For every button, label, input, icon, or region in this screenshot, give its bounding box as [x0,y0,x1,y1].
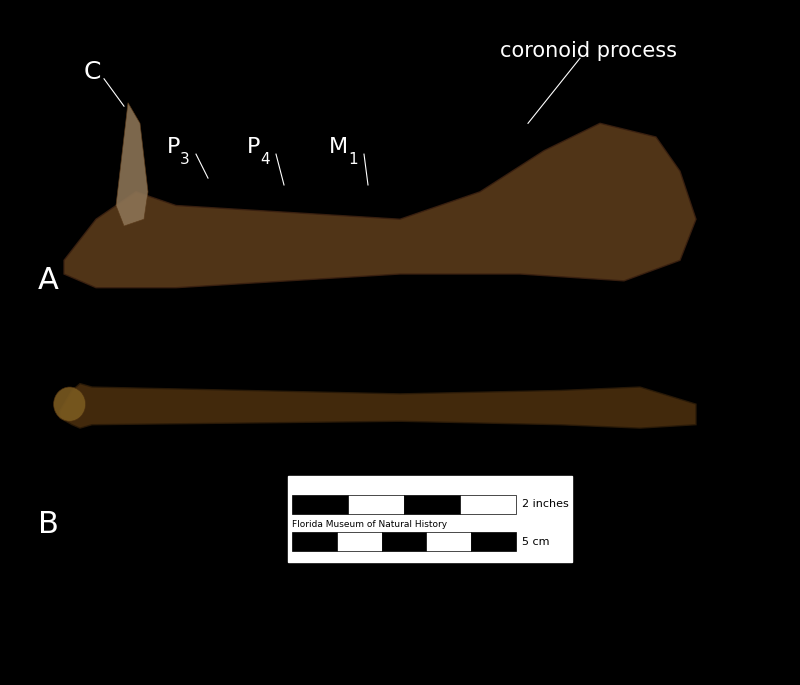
Text: Florida Museum of Natural History: Florida Museum of Natural History [292,520,447,529]
Ellipse shape [54,387,86,421]
Bar [460,495,516,514]
Bar [292,532,337,551]
Text: P: P [246,137,260,158]
Text: C: C [83,60,101,84]
Bar [288,476,572,562]
Polygon shape [60,384,696,428]
Bar [426,532,471,551]
Bar [471,532,516,551]
Bar [337,532,382,551]
Bar [348,495,404,514]
Text: P: P [166,137,180,158]
Text: 5 cm: 5 cm [522,537,550,547]
Text: 3: 3 [180,152,190,167]
Text: 1: 1 [348,152,358,167]
Bar [404,495,460,514]
Text: 4: 4 [260,152,270,167]
Polygon shape [116,103,148,226]
Bar [292,495,348,514]
Polygon shape [64,123,696,288]
Text: 2 inches: 2 inches [522,499,569,509]
Text: A: A [38,266,58,295]
Text: M: M [329,137,348,158]
Text: B: B [38,510,58,538]
Text: coronoid process: coronoid process [499,41,677,62]
Bar [382,532,426,551]
